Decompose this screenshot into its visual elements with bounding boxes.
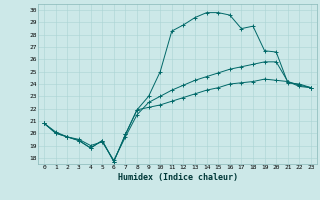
X-axis label: Humidex (Indice chaleur): Humidex (Indice chaleur) bbox=[118, 173, 238, 182]
